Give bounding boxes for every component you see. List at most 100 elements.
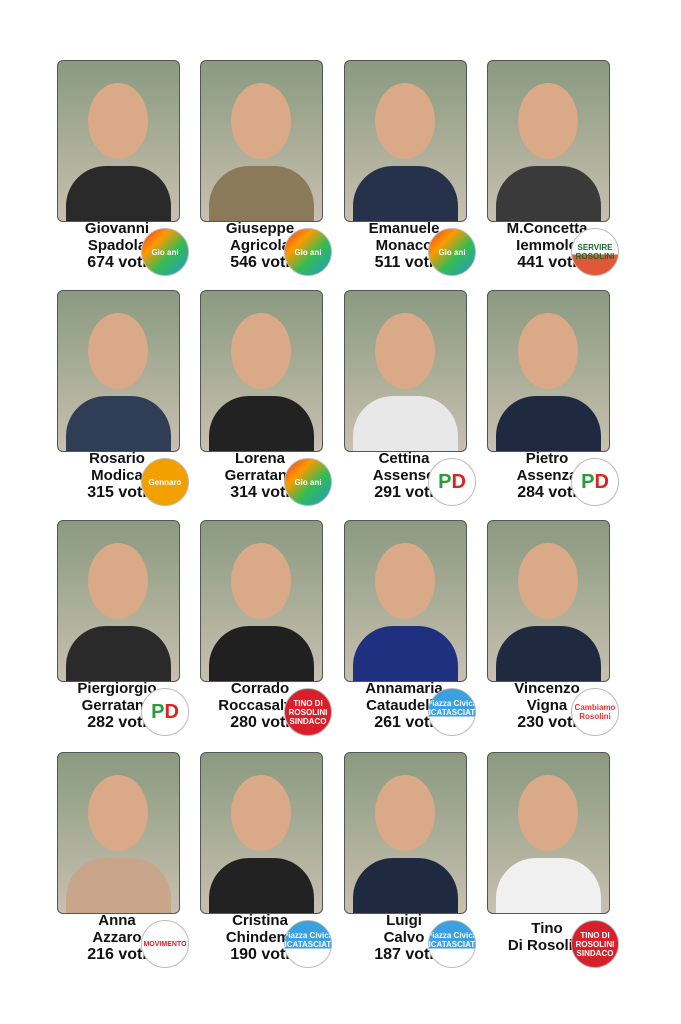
candidate-photo	[57, 290, 180, 452]
photo-head	[88, 543, 148, 619]
candidate-card: Annamaria Cataudella 261 voti Piazza Civ…	[344, 520, 494, 745]
photo-head	[231, 543, 291, 619]
last-name: Calvo	[383, 929, 425, 946]
first-name: Rosario	[89, 450, 145, 467]
candidate-photo	[57, 60, 180, 222]
party-logo: TINO DI ROSOLINI SINDACO	[284, 688, 332, 736]
candidate-info: Giuseppe Agricola 546 voti	[190, 220, 330, 271]
candidate-info: Lorena Gerratana 314 voti	[190, 450, 330, 501]
photo-body	[66, 858, 171, 913]
candidate-info: M.Concetta Iemmolo 441 voti	[477, 220, 617, 271]
photo-head	[231, 313, 291, 389]
photo-head	[88, 313, 148, 389]
party-logo: TINO DI ROSOLINI SINDACO	[571, 920, 619, 968]
first-name: Giuseppe	[225, 220, 295, 237]
first-name: M.Concetta	[506, 220, 588, 237]
party-logo: Gio ani	[284, 228, 332, 276]
photo-body	[209, 626, 314, 681]
photo-head	[518, 313, 578, 389]
last-name: Gerratana	[81, 697, 153, 714]
photo-body	[66, 626, 171, 681]
candidate-info: Cettina Assenso 291 voti	[334, 450, 474, 501]
last-name: Cataudella	[366, 697, 442, 714]
candidate-info: Emanuele Monaco 511 voti	[334, 220, 474, 271]
vote-count: 230 voti	[517, 714, 577, 731]
photo-head	[518, 83, 578, 159]
photo-body	[209, 166, 314, 221]
candidate-info: Luigi Calvo 187 voti	[334, 912, 474, 963]
photo-body	[496, 166, 601, 221]
last-name: Iemmolo	[516, 237, 578, 254]
candidate-card: Luigi Calvo 187 voti Piazza Civica INCAT…	[344, 752, 494, 977]
photo-head	[231, 775, 291, 851]
candidate-card: Giovanni Spadola 674 voti Gio ani	[57, 60, 207, 285]
vote-count: 291 voti	[374, 484, 434, 501]
candidate-card: Giuseppe Agricola 546 voti Gio ani	[200, 60, 350, 285]
party-logo: Gio ani	[428, 228, 476, 276]
photo-head	[231, 83, 291, 159]
first-name: Corrado	[230, 680, 290, 697]
candidate-card: Anna Azzaro 216 voti MOVIMENTO	[57, 752, 207, 977]
candidate-photo	[57, 752, 180, 914]
first-name: Cettina	[378, 450, 430, 467]
first-name: Annamaria	[365, 680, 443, 697]
vote-count: 190 voti	[230, 946, 290, 963]
last-name: Assenso	[372, 467, 436, 484]
candidate-photo	[487, 290, 610, 452]
last-name: Chindemi	[225, 929, 295, 946]
candidate-info: Pietro Assenza 284 voti	[477, 450, 617, 501]
vote-count: 216 voti	[87, 946, 147, 963]
first-name: Emanuele	[368, 220, 440, 237]
candidate-info: Corrado Roccasalvo 280 voti	[190, 680, 330, 731]
candidate-card: Cristina Chindemi 190 voti Piazza Civica…	[200, 752, 350, 977]
candidate-photo	[344, 752, 467, 914]
candidate-photo	[200, 290, 323, 452]
last-name: Agricola	[229, 237, 290, 254]
last-name: Assenza	[516, 467, 578, 484]
candidate-card: M.Concetta Iemmolo 441 voti SERVIRE ROSO…	[487, 60, 637, 285]
candidate-photo	[344, 60, 467, 222]
photo-head	[375, 313, 435, 389]
candidate-info: Tino Di Rosolini	[477, 920, 617, 954]
first-name: Giovanni	[84, 220, 150, 237]
candidate-info: Piergiorgio Gerratana 282 voti	[47, 680, 187, 731]
vote-count: 315 voti	[87, 484, 147, 501]
candidate-card: Tino Di Rosolini TINO DI ROSOLINI SINDAC…	[487, 752, 637, 977]
vote-count: 187 voti	[374, 946, 434, 963]
photo-head	[88, 83, 148, 159]
photo-head	[375, 543, 435, 619]
last-name: Monaco	[375, 237, 433, 254]
photo-body	[496, 626, 601, 681]
last-name: Modica	[91, 467, 143, 484]
first-name: Luigi	[386, 912, 422, 929]
party-logo: Gio ani	[141, 228, 189, 276]
party-logo: Piazza Civica INCATASCIATO SINDACO	[284, 920, 332, 968]
first-name: Lorena	[234, 450, 285, 467]
candidate-photo	[487, 520, 610, 682]
candidate-info: Giovanni Spadola 674 voti	[47, 220, 187, 271]
party-logo: Cambiamo Rosolini	[571, 688, 619, 736]
candidate-photo	[200, 520, 323, 682]
candidate-card: Lorena Gerratana 314 voti Gio ani	[200, 290, 350, 515]
vote-count: 261 voti	[374, 714, 434, 731]
candidate-photo	[200, 60, 323, 222]
photo-body	[353, 396, 458, 451]
party-logo: Gennaro	[141, 458, 189, 506]
photo-body	[353, 166, 458, 221]
candidate-photo	[344, 290, 467, 452]
candidate-photo	[344, 520, 467, 682]
photo-body	[353, 858, 458, 913]
photo-body	[209, 858, 314, 913]
vote-count: 546 voti	[230, 254, 290, 271]
party-logo: SERVIRE ROSOLINI	[571, 228, 619, 276]
party-logo: MOVIMENTO	[141, 920, 189, 968]
photo-head	[88, 775, 148, 851]
photo-body	[209, 396, 314, 451]
candidate-card: Vincenzo Vigna 230 voti Cambiamo Rosolin…	[487, 520, 637, 745]
photo-body	[496, 858, 601, 913]
